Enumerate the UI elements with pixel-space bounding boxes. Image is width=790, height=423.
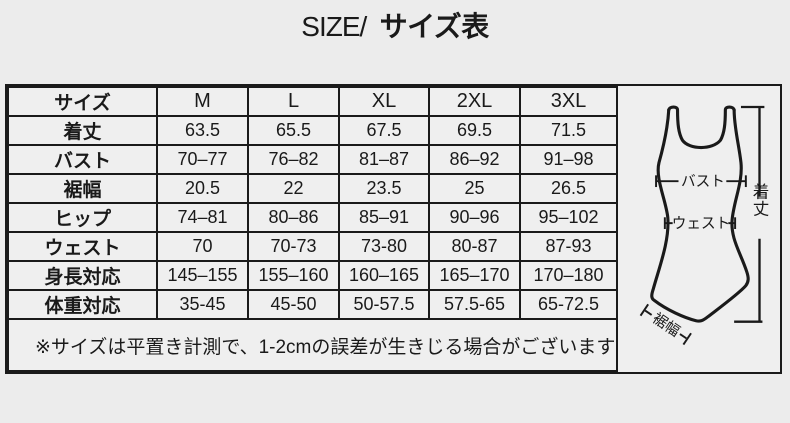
row-label: ウェスト (7, 231, 158, 262)
waist-measure-line (663, 217, 737, 229)
size-value-cell: 95–102 (519, 202, 618, 233)
table-header-row: サイズ M L XL 2XL 3XL (7, 86, 618, 117)
title-ja: サイズ表 (379, 11, 490, 42)
size-value-cell: 67.5 (338, 115, 430, 146)
header-size-XL: XL (338, 86, 430, 117)
size-value-cell: 20.5 (156, 173, 249, 204)
size-value-cell: 26.5 (519, 173, 618, 204)
length-label: 着丈 (750, 183, 769, 217)
footnote-row: ※サイズは平置き計測で、1-2cmの誤差が生きじる場合がございます (7, 318, 618, 372)
row-label: 体重対応 (7, 289, 158, 320)
size-value-cell: 81–87 (338, 144, 430, 175)
size-value-cell: 76–82 (247, 144, 340, 175)
size-value-cell: 70-73 (247, 231, 340, 262)
size-value-cell: 80-87 (428, 231, 521, 262)
size-value-cell: 86–92 (428, 144, 521, 175)
size-value-cell: 65-72.5 (519, 289, 618, 320)
page-title: SIZE/ サイズ表 (0, 10, 790, 44)
size-footnote: ※サイズは平置き計測で、1-2cmの誤差が生きじる場合がございます (7, 318, 618, 372)
size-value-cell: 69.5 (428, 115, 521, 146)
swimsuit-diagram: バスト ウェスト 着丈 (618, 86, 780, 372)
table-row: 裾幅 20.5 22 23.5 25 26.5 (7, 173, 618, 204)
length-measure-line (734, 105, 765, 323)
size-value-cell: 90–96 (428, 202, 521, 233)
swimsuit-measurement-svg: バスト ウェスト 着丈 (639, 105, 769, 346)
header-size-3XL: 3XL (519, 86, 618, 117)
size-value-cell: 87-93 (519, 231, 618, 262)
table-row: ウェスト 70 70-73 73-80 80-87 87-93 (7, 231, 618, 262)
swimsuit-outline-icon (650, 105, 750, 323)
size-value-cell: 170–180 (519, 260, 618, 291)
row-label: 裾幅 (7, 173, 158, 204)
size-value-cell: 70 (156, 231, 249, 262)
header-size-2XL: 2XL (428, 86, 521, 117)
row-label: バスト (7, 144, 158, 175)
size-value-cell: 23.5 (338, 173, 430, 204)
header-size-M: M (156, 86, 249, 117)
hem-measure-line: 裾幅 (639, 303, 692, 346)
size-value-cell: 63.5 (156, 115, 249, 146)
size-value-cell: 155–160 (247, 260, 340, 291)
size-value-cell: 85–91 (338, 202, 430, 233)
header-size-L: L (247, 86, 340, 117)
size-value-cell: 70–77 (156, 144, 249, 175)
size-value-cell: 80–86 (247, 202, 340, 233)
size-value-cell: 74–81 (156, 202, 249, 233)
table-row: 着丈 63.5 65.5 67.5 69.5 71.5 (7, 115, 618, 146)
row-label: ヒップ (7, 202, 158, 233)
size-value-cell: 165–170 (428, 260, 521, 291)
size-value-cell: 91–98 (519, 144, 618, 175)
title-en: SIZE/ (301, 11, 367, 42)
table-row: ヒップ 74–81 80–86 85–91 90–96 95–102 (7, 202, 618, 233)
size-value-cell: 35-45 (156, 289, 249, 320)
size-value-cell: 50-57.5 (338, 289, 430, 320)
waist-label: ウェスト (672, 215, 731, 232)
size-value-cell: 160–165 (338, 260, 430, 291)
bust-measure-line (655, 175, 747, 188)
size-value-cell: 25 (428, 173, 521, 204)
size-chart-container: サイズ M L XL 2XL 3XL 着丈 63.5 65.5 67.5 69.5 71.5 バスト 7… (5, 84, 782, 374)
size-value-cell: 22 (247, 173, 340, 204)
bust-label: バスト (681, 174, 725, 190)
size-value-cell: 65.5 (247, 115, 340, 146)
size-value-cell: 45-50 (247, 289, 340, 320)
size-value-cell: 145–155 (156, 260, 249, 291)
table-row: 身長対応 145–155 155–160 160–165 165–170 170–180 (7, 260, 618, 291)
header-size-label: サイズ (7, 86, 158, 117)
size-value-cell: 57.5-65 (428, 289, 521, 320)
size-value-cell: 71.5 (519, 115, 618, 146)
size-table: サイズ M L XL 2XL 3XL 着丈 63.5 65.5 67.5 69.5 71.5 バスト 7… (7, 86, 618, 372)
row-label: 着丈 (7, 115, 158, 146)
table-row: バスト 70–77 76–82 81–87 86–92 91–98 (7, 144, 618, 175)
size-value-cell: 73-80 (338, 231, 430, 262)
row-label: 身長対応 (7, 260, 158, 291)
table-row: 体重対応 35-45 45-50 50-57.5 57.5-65 65-72.5 (7, 289, 618, 320)
